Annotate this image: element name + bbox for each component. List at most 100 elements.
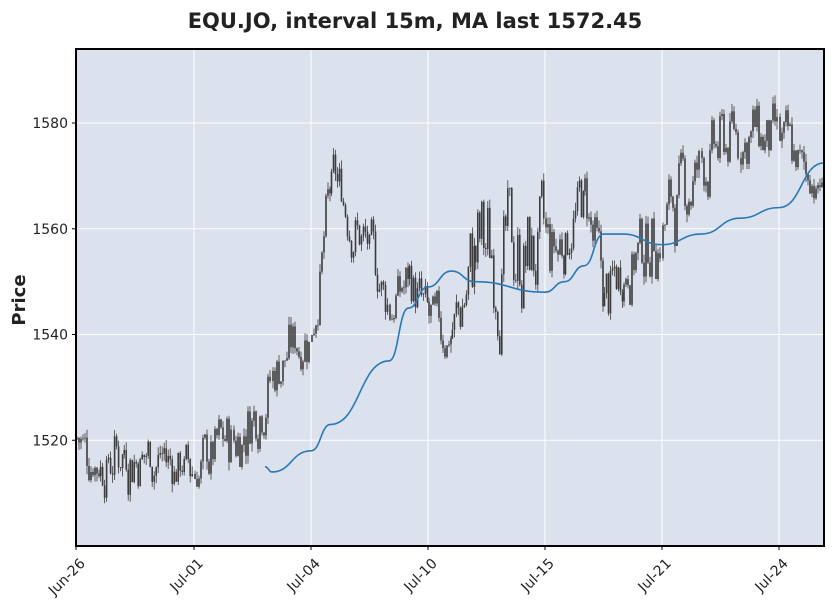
candle-body <box>676 195 678 246</box>
candle-body <box>147 441 149 456</box>
candle-body <box>284 360 286 362</box>
candle-body <box>551 231 553 271</box>
candle-body <box>407 267 409 279</box>
candle-body <box>311 335 313 342</box>
candle-body <box>386 304 389 312</box>
candle-body <box>149 441 151 467</box>
candle-body <box>302 361 304 370</box>
candle-body <box>645 223 647 277</box>
candle-body <box>701 151 703 158</box>
candle-body <box>499 336 501 355</box>
candle-body <box>801 150 803 153</box>
candle-body <box>420 278 423 295</box>
candle-body <box>688 201 690 215</box>
candle-body <box>507 188 509 227</box>
candle-body <box>94 467 96 476</box>
y-axis-label: Price <box>9 274 30 325</box>
y-tick-label: 1560 <box>32 222 68 238</box>
x-axis-ticks: Jun-26 Jul-01 Jul-04 Jul-10 Jul-15 Jul-21 Jul-… <box>45 546 792 599</box>
candle-body <box>543 180 545 219</box>
candle-body <box>754 109 756 127</box>
candle-body <box>237 436 239 456</box>
candle-body <box>86 437 88 467</box>
candle-body <box>235 440 237 456</box>
candle-body <box>735 128 737 133</box>
candle-body <box>723 114 725 153</box>
candle-body <box>770 120 772 151</box>
candle-body <box>505 216 507 227</box>
candle-body <box>627 279 629 286</box>
y-axis-ticks: 1520 1540 1560 1580 <box>32 116 76 449</box>
candle-body <box>276 361 278 391</box>
candle-body <box>607 273 610 314</box>
candle-body <box>267 376 269 418</box>
candle-body <box>485 247 487 249</box>
candle-body <box>555 246 557 251</box>
candle-body <box>633 254 635 270</box>
candle-body <box>241 444 243 467</box>
candle-body <box>737 132 739 159</box>
candle-body <box>519 234 521 285</box>
candle-body <box>453 314 456 330</box>
candle-body <box>621 291 624 302</box>
candle-body <box>105 459 108 498</box>
candle-body <box>290 324 292 348</box>
candle-body <box>641 218 643 263</box>
candle-body <box>372 219 375 232</box>
candle-body <box>346 216 349 237</box>
candle-body <box>257 438 259 449</box>
candle-body <box>169 455 171 460</box>
candle-body <box>141 454 143 460</box>
candle-body <box>224 438 226 441</box>
candle-body <box>662 225 664 259</box>
candle-body <box>511 187 513 243</box>
candle-body <box>135 461 137 464</box>
grid <box>75 49 824 546</box>
candle-body <box>393 318 395 320</box>
candle-body <box>811 186 813 194</box>
candle-body <box>659 253 661 259</box>
candle-body <box>342 201 345 205</box>
candle-body <box>296 348 298 352</box>
candle-body <box>251 420 253 444</box>
x-tick-label: Jun-26 <box>45 556 89 600</box>
candle-body <box>553 231 555 247</box>
candle-body <box>703 157 705 186</box>
candle-body <box>791 124 793 161</box>
candle-body <box>557 250 559 255</box>
candle-body <box>491 255 493 259</box>
candle-body <box>391 319 393 321</box>
candle-body <box>422 293 425 295</box>
candle-body <box>776 116 778 122</box>
moving-average-line <box>264 162 825 473</box>
candle-body <box>529 217 531 270</box>
candle-body <box>719 116 721 159</box>
candle-body <box>403 287 405 289</box>
candle-body <box>434 296 436 304</box>
candle-body <box>430 304 432 316</box>
candle-body <box>418 278 421 289</box>
candle-body <box>103 485 106 498</box>
x-tick-label: Jul-04 <box>284 556 324 596</box>
candle-body <box>521 284 523 309</box>
candle-body <box>475 245 477 263</box>
candle-body <box>727 148 729 162</box>
candle-body <box>405 267 407 288</box>
candle-body <box>332 154 335 172</box>
candle-body <box>424 285 427 294</box>
candle-body <box>731 111 733 122</box>
candle-body <box>442 340 444 349</box>
candle-body <box>744 142 746 153</box>
candle-body <box>233 429 235 441</box>
candle-body <box>797 150 799 168</box>
candle-body <box>338 168 341 182</box>
candle-body <box>495 307 497 312</box>
candle-body <box>733 111 735 129</box>
candle-body <box>143 454 145 457</box>
candle-body <box>300 356 302 370</box>
candle-body <box>432 296 434 305</box>
candle-body <box>729 121 731 162</box>
candle-body <box>539 196 541 232</box>
candle-body <box>680 152 682 164</box>
